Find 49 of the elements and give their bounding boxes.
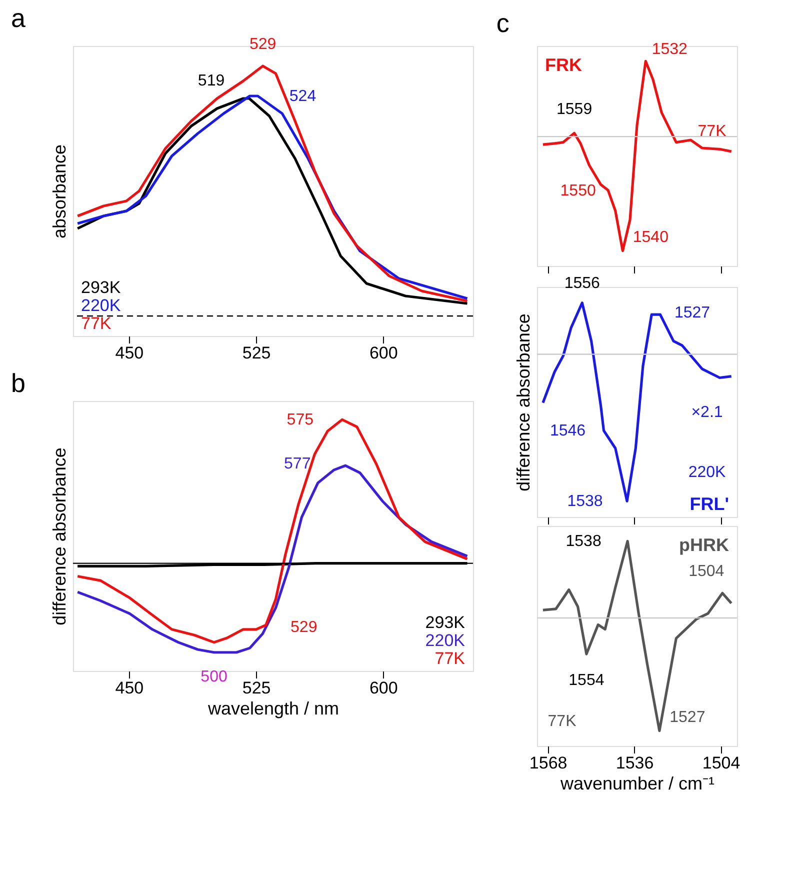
- x-tick-label: 525: [242, 678, 271, 698]
- y-axis-title: difference absorbance: [514, 314, 534, 492]
- annotation: 519: [198, 72, 225, 90]
- y-axis-title: absorbance: [50, 144, 70, 239]
- text: 77K: [81, 314, 112, 333]
- annotation: 1556: [564, 274, 600, 292]
- annotation: 220K: [688, 464, 726, 481]
- y-axis-title: difference absorbance: [50, 448, 70, 626]
- text: 220K: [425, 631, 466, 650]
- x-tick-label: 1536: [616, 754, 654, 772]
- x-axis-title: wavelength / nm: [206, 698, 340, 718]
- annotation: 1559: [556, 101, 592, 118]
- x-tick-label: 450: [115, 678, 144, 698]
- x-tick-label: 600: [369, 678, 398, 698]
- text: FRK: [545, 55, 582, 75]
- annotation: 1546: [550, 422, 586, 440]
- text: 220K: [81, 296, 122, 315]
- annotation: 77K: [698, 123, 727, 140]
- annotation: 1527: [670, 708, 706, 726]
- text: 293K: [81, 278, 122, 297]
- annotation: 529: [290, 619, 318, 636]
- x-tick-label: 1504: [702, 754, 740, 772]
- annotation: 500: [200, 668, 228, 686]
- x-tick-label: 1568: [529, 754, 568, 772]
- text: pHRK: [679, 535, 729, 555]
- annotation: 1532: [652, 41, 688, 58]
- annotation: 1540: [632, 228, 669, 246]
- annotation: 577: [284, 456, 311, 473]
- x-axis-title: wavenumber / cm⁻¹: [559, 774, 715, 794]
- annotation: 1504: [688, 563, 724, 580]
- text: FRL': [690, 494, 729, 514]
- text: 77K: [434, 649, 466, 668]
- annotation: 575: [286, 412, 314, 429]
- text: 293K: [425, 613, 466, 632]
- x-tick-label: 450: [115, 344, 144, 362]
- x-tick-label: 525: [242, 344, 271, 362]
- annotation: 1538: [567, 493, 603, 510]
- annotation: 77K: [548, 713, 577, 730]
- annotation: 1550: [560, 182, 596, 200]
- annotation: 524: [289, 88, 316, 105]
- annotation: 1527: [674, 304, 710, 322]
- annotation: 1554: [568, 672, 604, 690]
- annotation: 1538: [566, 533, 602, 550]
- chart-title: c: [496, 8, 510, 38]
- chart-title: a: [11, 3, 26, 33]
- x-tick-label: 600: [369, 344, 398, 362]
- chart-title: b: [11, 368, 26, 398]
- annotation: ×2.1: [691, 404, 723, 421]
- annotation: 529: [249, 36, 276, 53]
